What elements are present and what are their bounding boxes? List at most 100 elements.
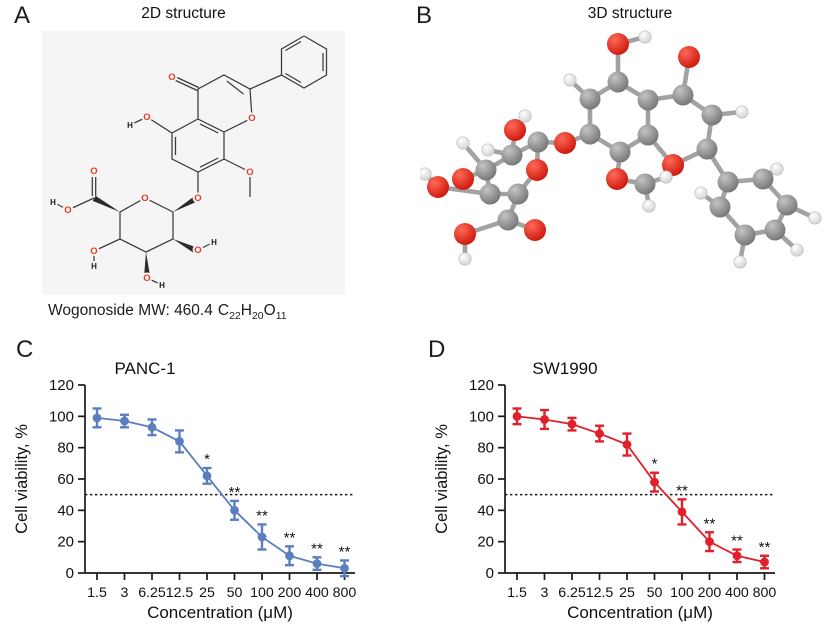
svg-text:50: 50	[647, 585, 663, 601]
svg-text:80: 80	[477, 440, 494, 457]
svg-text:6.25: 6.25	[138, 585, 166, 601]
svg-text:**: **	[229, 484, 241, 501]
svg-text:120: 120	[49, 377, 74, 394]
carbon-atoms	[475, 71, 798, 246]
svg-text:0: 0	[66, 565, 74, 582]
atom-label-O: O	[64, 205, 71, 216]
svg-text:**: **	[704, 515, 716, 532]
svg-text:60: 60	[477, 471, 494, 488]
svg-text:200: 200	[698, 585, 722, 601]
svg-text:1.5: 1.5	[87, 585, 107, 601]
3d-structure-drawing	[420, 30, 822, 269]
x-axis-label: Concentration (μM)	[567, 603, 713, 622]
panel-a-label: A	[14, 2, 31, 29]
atom-label-H: H	[211, 238, 217, 247]
svg-text:25: 25	[619, 585, 635, 601]
atom-label-H: H	[127, 121, 133, 130]
chart-title: SW1990	[532, 359, 597, 378]
svg-text:**: **	[676, 482, 688, 499]
data-line	[96, 417, 345, 570]
svg-text:*: *	[204, 451, 210, 468]
panel-b-label: B	[416, 2, 433, 29]
data-points	[512, 411, 769, 567]
atom-label-O: O	[194, 193, 201, 204]
svg-text:80: 80	[57, 440, 74, 457]
svg-text:3: 3	[121, 585, 129, 601]
svg-text:25: 25	[199, 585, 215, 601]
svg-text:3: 3	[541, 585, 549, 601]
atom-label-O: O	[194, 245, 201, 256]
bond-lines	[52, 35, 328, 286]
svg-text:400: 400	[725, 585, 749, 601]
x-tick-labels: 1.5 3 6.25 12.5 25 50 100 200 400 800	[507, 585, 776, 601]
atom-label-O: O	[248, 113, 255, 124]
svg-text:20: 20	[57, 534, 74, 551]
svg-text:400: 400	[305, 585, 329, 601]
atom-label-O: O	[90, 166, 97, 177]
svg-text:**: **	[759, 539, 771, 556]
atom-label-O: O	[143, 112, 150, 123]
y-axis-label: Cell viability, %	[13, 424, 31, 534]
y-tick-labels: 0 20 40 60 80 100 120	[469, 377, 494, 582]
panel-d-label: D	[428, 336, 446, 363]
atom-label-O: O	[141, 193, 148, 204]
panel-c-label: C	[16, 336, 34, 363]
svg-text:12.5: 12.5	[586, 585, 614, 601]
svg-text:200: 200	[278, 585, 302, 601]
svg-text:12.5: 12.5	[166, 585, 194, 601]
svg-text:40: 40	[477, 502, 494, 519]
wedge-bonds	[92, 195, 200, 275]
svg-text:1.5: 1.5	[507, 585, 527, 601]
x-axis-label: Concentration (μM)	[147, 603, 293, 622]
svg-text:100: 100	[250, 585, 274, 601]
svg-text:20: 20	[477, 534, 494, 551]
double-bond-lines	[91, 40, 324, 196]
axes	[498, 384, 775, 580]
svg-text:100: 100	[469, 408, 494, 425]
panel-b-title: 3D structure	[587, 5, 673, 22]
molecule-caption: Wogonoside MW: 460.4 C22H20O11	[48, 302, 287, 322]
significance-marks: ******* **	[652, 456, 771, 556]
axes	[78, 384, 355, 580]
svg-text:120: 120	[469, 377, 494, 394]
atom-label-O: O	[246, 167, 253, 178]
svg-text:*: *	[652, 456, 658, 473]
data-points	[92, 413, 349, 573]
atom-label-O: O	[168, 72, 175, 83]
svg-text:6.25: 6.25	[558, 585, 586, 601]
atom-label-H: H	[91, 262, 97, 271]
atom-label-O: O	[90, 246, 97, 257]
svg-text:**: **	[339, 543, 351, 560]
svg-text:50: 50	[227, 585, 243, 601]
molecular-formula: C22H20O11	[217, 302, 287, 323]
atom-label-H: H	[50, 198, 56, 207]
oxygen-atoms	[427, 33, 700, 245]
svg-text:**: **	[284, 529, 296, 546]
significance-marks: ********* **	[204, 451, 350, 560]
svg-text:60: 60	[57, 471, 74, 488]
x-tick-labels: 1.5 3 6.25 12.5 25 50 100 200 400 800	[87, 585, 356, 601]
svg-text:800: 800	[753, 585, 777, 601]
svg-text:**: **	[256, 507, 268, 524]
svg-text:40: 40	[57, 502, 74, 519]
chart-title: PANC-1	[114, 359, 175, 378]
svg-text:100: 100	[49, 408, 74, 425]
y-tick-labels: 0 20 40 60 80 100 120	[49, 377, 74, 582]
y-axis-label: Cell viability, %	[433, 424, 451, 534]
panel-a-title: 2D structure	[141, 5, 226, 22]
svg-text:**: **	[311, 540, 323, 557]
atom-label-O: O	[143, 273, 150, 284]
hydrogen-atoms	[420, 30, 822, 269]
svg-text:**: **	[731, 533, 743, 550]
data-line	[516, 415, 765, 563]
atom-label-H: H	[159, 281, 165, 290]
molecule-caption-text: Wogonoside MW: 460.4	[48, 302, 213, 319]
svg-text:800: 800	[333, 585, 357, 601]
svg-text:100: 100	[670, 585, 694, 601]
